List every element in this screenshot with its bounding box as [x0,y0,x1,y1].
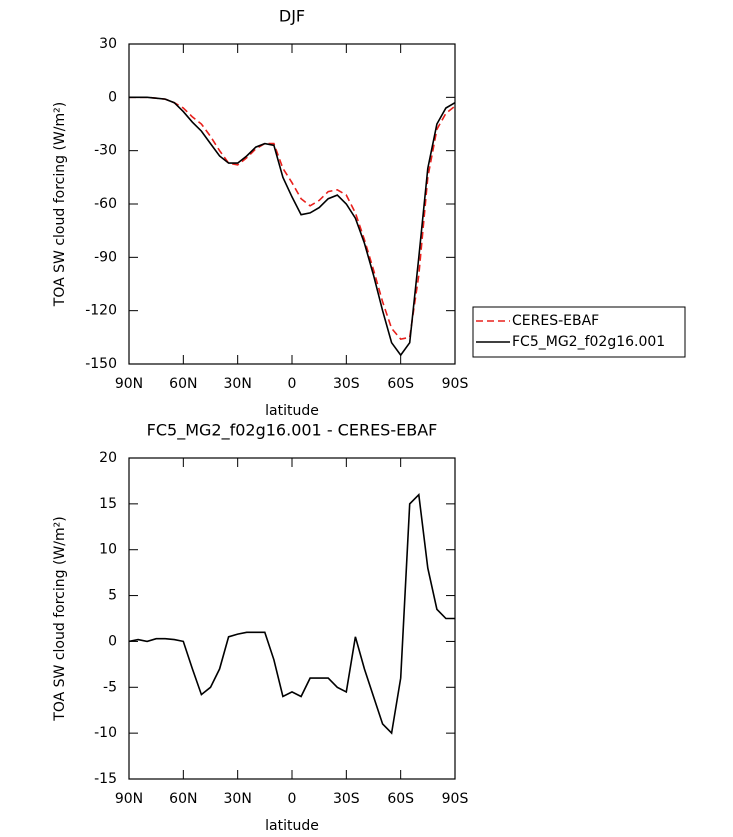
data-line [129,96,456,340]
y-tick-label: 10 [99,542,117,558]
x-tick-label: 60N [169,791,197,807]
y-tick-label: -15 [94,771,117,787]
x-tick-label: 90N [115,376,143,392]
y-tick-label: -10 [94,725,117,741]
chart-title: DJF [279,7,305,26]
x-tick-label: 30N [224,791,252,807]
x-tick-label: 30N [224,376,252,392]
legend-label: FC5_MG2_f02g16.001 [512,334,665,350]
y-tick-label: 5 [108,588,117,604]
x-tick-label: 0 [288,376,297,392]
x-tick-label: 30S [333,791,360,807]
y-tick-label: -60 [94,196,117,212]
x-axis-label: latitude [265,818,319,834]
y-axis-label: TOA SW cloud forcing (W/m²) [52,102,68,307]
chart-title: FC5_MG2_f02g16.001 - CERES-EBAF [147,421,438,441]
data-line [129,96,456,357]
y-tick-label: -5 [103,679,117,695]
data-line [128,492,455,735]
x-axis-label: latitude [265,403,319,419]
x-tick-label: 90N [115,791,143,807]
y-tick-label: -30 [94,143,117,159]
y-tick-label: 15 [99,496,117,512]
y-tick-label: -90 [94,249,117,265]
x-tick-label: 60N [169,376,197,392]
x-tick-label: 90S [442,376,469,392]
y-tick-label: 0 [108,89,117,105]
legend-box [472,306,686,358]
y-tick-label: 20 [99,450,117,466]
y-tick-label: 0 [108,633,117,649]
x-tick-label: 60S [387,791,414,807]
y-tick-label: 30 [99,36,117,52]
y-tick-label: -120 [85,303,117,319]
x-tick-label: 60S [387,376,414,392]
y-tick-label: -150 [85,356,117,372]
x-tick-label: 0 [288,791,297,807]
x-tick-label: 30S [333,376,360,392]
legend-label: CERES-EBAF [512,313,599,329]
y-axis-label: TOA SW cloud forcing (W/m²) [52,516,68,721]
plot-frame [128,457,456,780]
x-tick-label: 90S [442,791,469,807]
plot-frame [128,43,456,365]
